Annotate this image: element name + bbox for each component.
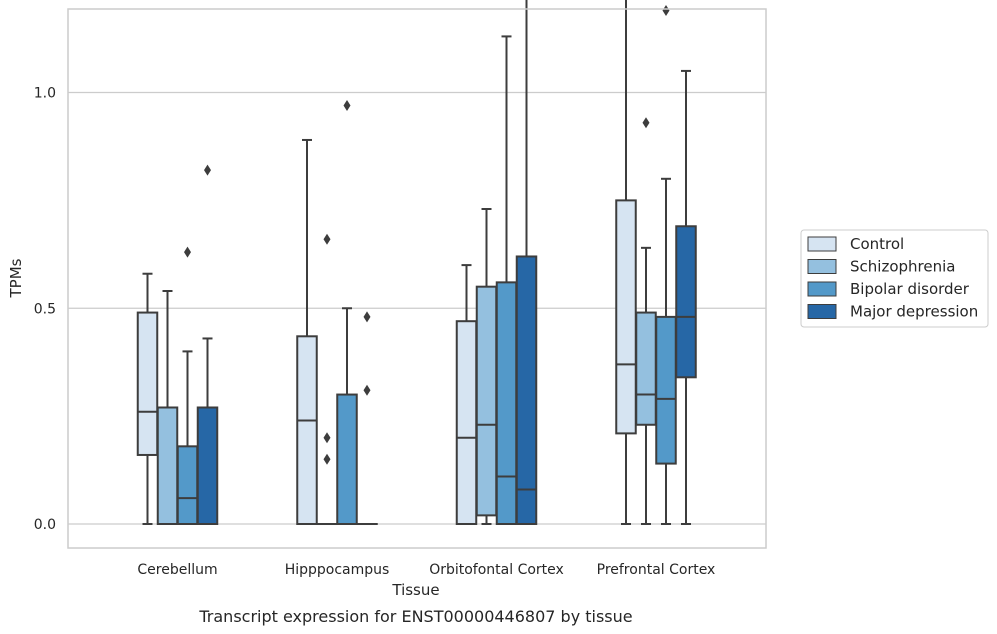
box [635,311,657,426]
legend-swatch [807,259,837,274]
y-tick-labels: 0.00.51.01.52.0 [34,86,56,534]
box-group [655,5,677,525]
box-group [316,233,338,526]
box-group [336,99,358,525]
x-tick-label: Prefrontal Cortex [597,562,716,578]
legend-label: Schizophrenia [850,258,955,276]
box [495,281,518,525]
outlier-point [184,246,191,258]
legend-frame [800,229,989,328]
x-tick-label: Orbitofontal Cortex [429,562,564,578]
plot-frame [67,8,767,549]
x-tick-label: Hipppocampus [285,562,390,578]
x-tick-label: Cerebellum [137,562,217,578]
box-group [356,311,378,526]
box [675,225,697,379]
legend: Control Schizophrenia Bipolar disorder Majo… [800,229,989,328]
y-axis-label: TPMs [7,258,25,298]
chart-caption: Transcript expression for ENST0000044680… [198,607,632,626]
box [475,285,498,517]
box [336,393,358,525]
legend-swatch [807,281,837,297]
x-axis-label: Tissue [391,581,439,599]
outlier-point [323,453,331,465]
legend-swatch [807,236,837,252]
box [615,199,637,435]
box-group [136,272,159,525]
box [156,406,179,525]
box-group [455,264,478,525]
box [176,445,199,525]
x-tick-labels: Cerebellum Hipppocampus Orbitofontal Corte… [137,562,715,578]
outlier-point [363,311,371,323]
y-tick-label: 0.0 [34,517,56,533]
legend-label: Bipolar disorder [850,280,970,298]
boxes [136,0,697,526]
y-tick-label: 1.0 [34,86,56,102]
outlier-point [642,117,650,129]
box [136,311,159,456]
box-group [296,138,318,525]
box-group [176,246,199,525]
box [196,406,219,525]
box-group [495,35,518,525]
box [655,315,677,465]
box-group [675,69,697,525]
outlier-point [363,384,371,396]
box-group [475,208,498,525]
box-group [635,117,657,525]
box-group [515,0,538,525]
legend-label: Control [850,235,904,253]
outlier-point [323,233,331,245]
legend-swatch [807,304,837,319]
outlier-point [323,432,331,444]
outlier-point [343,99,351,111]
box-group [156,289,179,525]
box-group [615,0,637,525]
box [455,320,478,525]
outlier-point [662,5,670,17]
outlier-point [204,164,211,176]
box [515,255,538,525]
y-tick-label: 0.5 [34,301,56,317]
legend-label: Major depression [850,303,978,321]
box-group [196,164,219,525]
box [296,335,318,525]
